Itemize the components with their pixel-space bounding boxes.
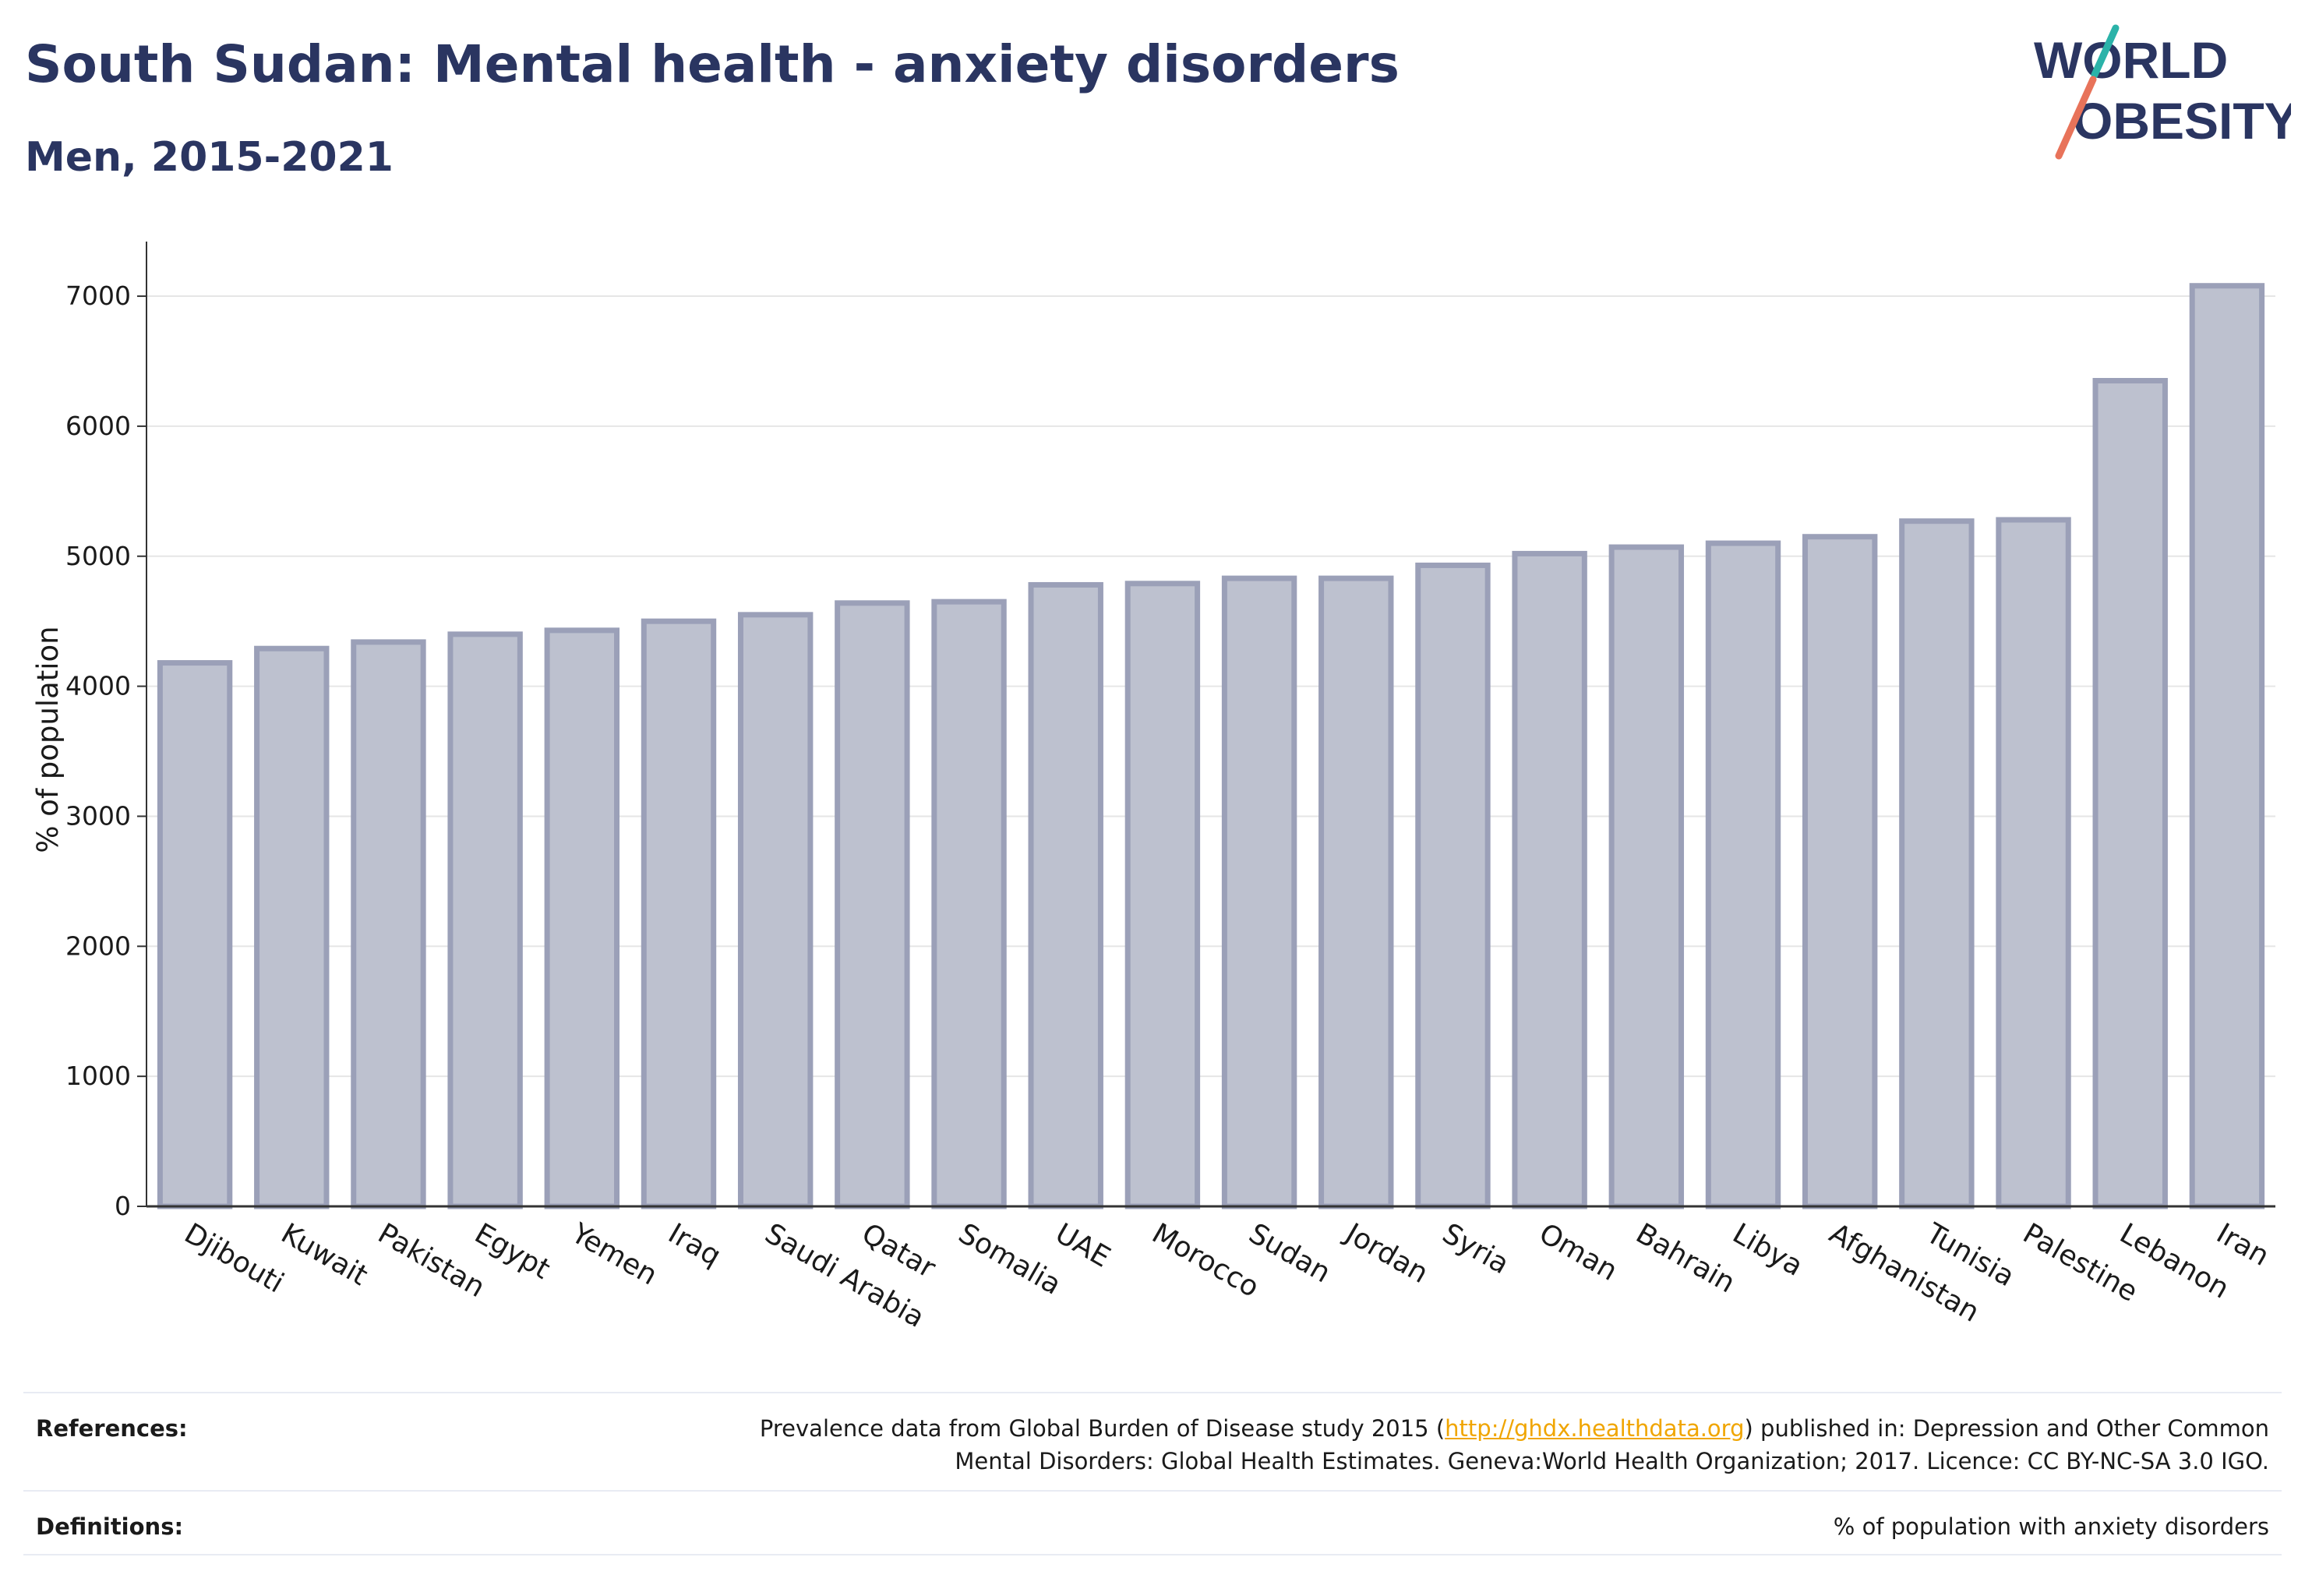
bar [1802, 534, 1878, 1209]
x-tick-label: Oman [1534, 1217, 1622, 1287]
bar [1899, 518, 1975, 1209]
definitions-text: % of population with anxiety disorders [1833, 1513, 2269, 1540]
logo-line1: WORLD [2034, 31, 2228, 89]
world-obesity-logo: WORLD OBESITY [2034, 24, 2291, 160]
bar [2092, 378, 2168, 1209]
references-link[interactable]: http://ghdx.healthdata.org [1445, 1415, 1745, 1442]
x-tick-label: Iraq [663, 1217, 726, 1273]
x-tick-label: Morocco [1146, 1217, 1264, 1304]
footer-divider-top [23, 1392, 2282, 1393]
x-tick-label: Saudi Arabia [760, 1217, 930, 1334]
x-tick-label: Jordan [1339, 1216, 1433, 1290]
bar-chart: 0 1000 2000 3000 4000 5000 6000 7000 % of popula… [31, 242, 2275, 1334]
bar [1318, 575, 1394, 1209]
y-tick-label: 7000 [65, 281, 131, 311]
x-tick-label: UAE [1050, 1217, 1115, 1273]
bar [544, 627, 620, 1209]
y-tick-label: 3000 [65, 800, 131, 831]
bar [1028, 581, 1103, 1209]
bar [835, 600, 910, 1209]
x-tick-label: Kuwait [276, 1217, 373, 1292]
logo-slash-top [2091, 24, 2120, 79]
bar [1608, 544, 1685, 1209]
x-tick-label: Syria [1437, 1217, 1514, 1280]
references-text-before: Prevalence data from Global Burden of Di… [759, 1415, 1445, 1442]
bar [2189, 283, 2265, 1209]
page-title: South Sudan: Mental health - anxiety dis… [25, 34, 1400, 94]
references-label: References: [36, 1415, 188, 1442]
x-tick-label: Djibouti [179, 1217, 289, 1299]
page-subtitle: Men, 2015-2021 [25, 134, 394, 181]
y-tick-label: 1000 [65, 1061, 131, 1091]
y-tick-label: 6000 [65, 411, 131, 441]
bar [737, 612, 814, 1209]
bar [447, 631, 523, 1209]
bar [157, 660, 233, 1209]
x-tick-label: Iran [2211, 1217, 2274, 1273]
x-tick-label: Bahrain [1630, 1217, 1740, 1299]
references-text: Prevalence data from Global Burden of Di… [555, 1412, 2269, 1478]
references-text-after: ) published in: Depression and Other Com… [1744, 1415, 2270, 1442]
x-tick-label: Yemen [565, 1217, 662, 1292]
y-tick-label: 2000 [65, 930, 131, 961]
x-tick-label: Pakistan [372, 1217, 490, 1304]
footer-divider-mid [23, 1490, 2282, 1492]
bar [931, 598, 1007, 1209]
bar [1124, 581, 1201, 1209]
y-tick-label: 4000 [65, 671, 131, 701]
y-tick-label: 5000 [65, 541, 131, 571]
definitions-label: Definitions: [36, 1513, 184, 1540]
bar [1996, 517, 2071, 1209]
y-tick-label: 0 [115, 1191, 131, 1221]
bar [641, 618, 717, 1209]
footer-divider-bottom [23, 1554, 2282, 1555]
bar [1512, 550, 1587, 1209]
logo-slash-bottom [2055, 76, 2097, 160]
logo-line2: OBESITY [2073, 92, 2291, 150]
bar [351, 639, 426, 1209]
references-line2: Mental Disorders: Global Health Estimate… [955, 1448, 2269, 1474]
y-axis-title: % of population [31, 626, 65, 853]
bar [1221, 575, 1297, 1209]
x-tick-label: Somalia [953, 1217, 1066, 1301]
bar [254, 645, 330, 1209]
bar [1415, 562, 1491, 1209]
bar [1705, 540, 1781, 1209]
